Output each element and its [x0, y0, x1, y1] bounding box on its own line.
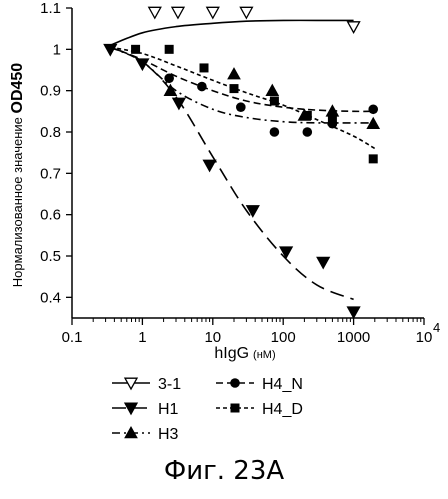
fit-curve-h3: [109, 46, 375, 124]
data-point-h1: [103, 43, 118, 57]
data-point-3-1: [205, 6, 220, 20]
data-markers: [103, 6, 381, 320]
fit-curve-h4-n: [110, 46, 375, 113]
x-axis-title-main: hIgG: [214, 345, 249, 362]
x-axis-title-unit: (нМ): [253, 349, 276, 361]
data-point-h1: [279, 246, 294, 260]
fit-curve-3-1: [110, 19, 354, 46]
data-point-h4-d: [199, 63, 209, 73]
x-tick-label: 10: [416, 329, 433, 346]
legend-item-h1: H1: [112, 401, 179, 418]
data-point-h1: [202, 159, 217, 173]
y-tick-label: 1: [53, 41, 61, 58]
data-point-h3: [366, 116, 381, 130]
y-tick-label: 0.4: [40, 289, 61, 306]
legend-marker-h1: [123, 402, 139, 416]
data-point-h3: [265, 83, 280, 96]
y-tick-label: 0.6: [40, 207, 61, 224]
y-axis-title: Нормализованное значение OD450: [9, 63, 26, 288]
legend-item-h4-d: H4_D: [216, 401, 303, 418]
legend-marker-3-1: [123, 377, 139, 391]
axes-frame: [71, 8, 424, 319]
legend: 3-1 H1 H3 H4_N H4_D: [112, 376, 303, 443]
data-point-h3: [227, 67, 241, 80]
data-point-3-1: [239, 6, 254, 20]
svg-text:hIgG(нМ): hIgG (нМ): [214, 345, 275, 362]
data-point-h4-n: [302, 127, 313, 137]
y-tick-label: 0.9: [40, 83, 61, 100]
data-point-3-1: [346, 21, 361, 34]
data-point-h4-d: [302, 110, 312, 120]
svg-text:Нормализованное значение OD450: Нормализованное значение OD450: [9, 63, 26, 288]
data-point-h4-n: [236, 102, 246, 112]
legend-label-h4-d: H4_D: [262, 401, 303, 418]
data-point-h4-n: [269, 127, 280, 137]
data-point-h4-d: [164, 44, 174, 54]
data-point-h4-d: [229, 84, 239, 94]
x-tick-label: 1: [138, 329, 146, 346]
data-point-h4-n: [368, 104, 379, 115]
legend-label-h4-n: H4_N: [262, 376, 303, 393]
x-axis-title: hIgG (нМ): [214, 345, 275, 362]
y-tick-label: 1.1: [40, 0, 61, 17]
data-point-h4-d: [327, 115, 337, 125]
data-point-h4-n: [197, 81, 207, 92]
y-tick-label: 0.8: [40, 124, 61, 141]
fit-curve-h4-d: [110, 46, 376, 150]
legend-item-h3: H3: [112, 425, 179, 443]
data-point-h1: [346, 306, 361, 320]
data-point-h1: [135, 58, 150, 72]
data-point-h1: [171, 97, 187, 111]
legend-item-h4-n: H4_N: [216, 376, 303, 393]
figure-caption: Фиг. 23А: [163, 456, 285, 486]
fit-curve-h1: [109, 46, 354, 301]
data-point-h4-d: [269, 96, 279, 106]
data-point-h3: [163, 83, 178, 96]
x-tick-label: 0.1: [62, 329, 83, 346]
x-tick-label: 100: [271, 329, 296, 346]
axis-ticks: 0.40.50.60.70.80.911.10.1 1 10 100 1000 104: [40, 0, 440, 346]
legend-marker-h4-n: [230, 378, 240, 388]
legend-label-h3: H3: [158, 426, 179, 443]
fit-curves: [109, 19, 376, 301]
data-point-h4-n: [164, 73, 174, 84]
data-point-h4-d: [368, 154, 378, 164]
y-axis-title-main: Нормализованное значение: [10, 114, 25, 288]
legend-item-3-1: 3-1: [112, 376, 181, 393]
legend-marker-h4-d: [230, 403, 240, 413]
data-point-h1: [316, 256, 331, 270]
y-axis-title-unit: OD450: [9, 63, 26, 114]
data-point-h4-d: [131, 44, 141, 54]
legend-marker-h3: [124, 425, 138, 439]
legend-label-h1: H1: [158, 401, 179, 418]
y-tick-label: 0.7: [40, 165, 61, 182]
legend-label-3-1: 3-1: [158, 376, 181, 393]
y-tick-label: 0.5: [40, 248, 61, 265]
data-point-3-1: [147, 6, 162, 20]
x-tick-exponent: 4: [433, 320, 440, 335]
x-tick-label: 1000: [337, 329, 370, 346]
data-point-3-1: [170, 6, 186, 20]
x-tick-label: 10: [204, 329, 221, 346]
data-point-h1: [245, 205, 260, 218]
